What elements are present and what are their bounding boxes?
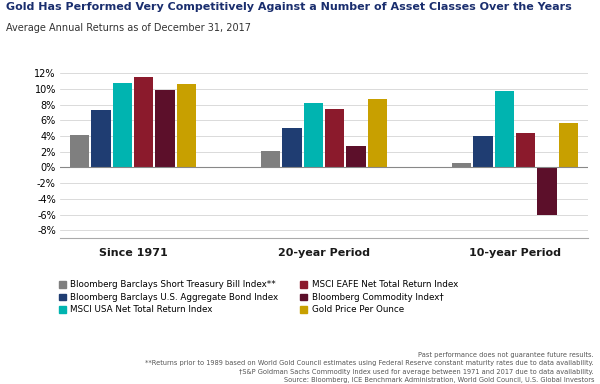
Text: Since 1971: Since 1971 [98, 248, 167, 258]
Bar [155, 89, 175, 167]
Bar [177, 84, 196, 167]
Bar [559, 122, 578, 167]
Bar [368, 99, 387, 167]
Text: 10-year Period: 10-year Period [469, 248, 561, 258]
Text: Past performance does not guarantee future results.
**Returns prior to 1989 base: Past performance does not guarantee futu… [145, 352, 594, 383]
Bar [91, 110, 110, 167]
Text: Average Annual Returns as of December 31, 2017: Average Annual Returns as of December 31… [6, 23, 251, 33]
Bar [134, 77, 153, 167]
Legend: Bloomberg Barclays Short Treasury Bill Index**, Bloomberg Barclays U.S. Aggregat: Bloomberg Barclays Short Treasury Bill I… [59, 280, 458, 314]
Bar [325, 109, 344, 167]
Bar [516, 133, 535, 167]
Bar [113, 83, 132, 167]
Bar [452, 164, 471, 167]
Bar [473, 136, 493, 167]
Bar [304, 103, 323, 167]
Text: Gold Has Performed Very Competitively Against a Number of Asset Classes Over the: Gold Has Performed Very Competitively Ag… [6, 2, 572, 12]
Bar [283, 128, 302, 167]
Bar [495, 91, 514, 167]
Bar [70, 135, 89, 167]
Bar [538, 167, 557, 215]
Text: 20-year Period: 20-year Period [278, 248, 370, 258]
Bar [346, 146, 365, 167]
Bar [261, 151, 280, 167]
